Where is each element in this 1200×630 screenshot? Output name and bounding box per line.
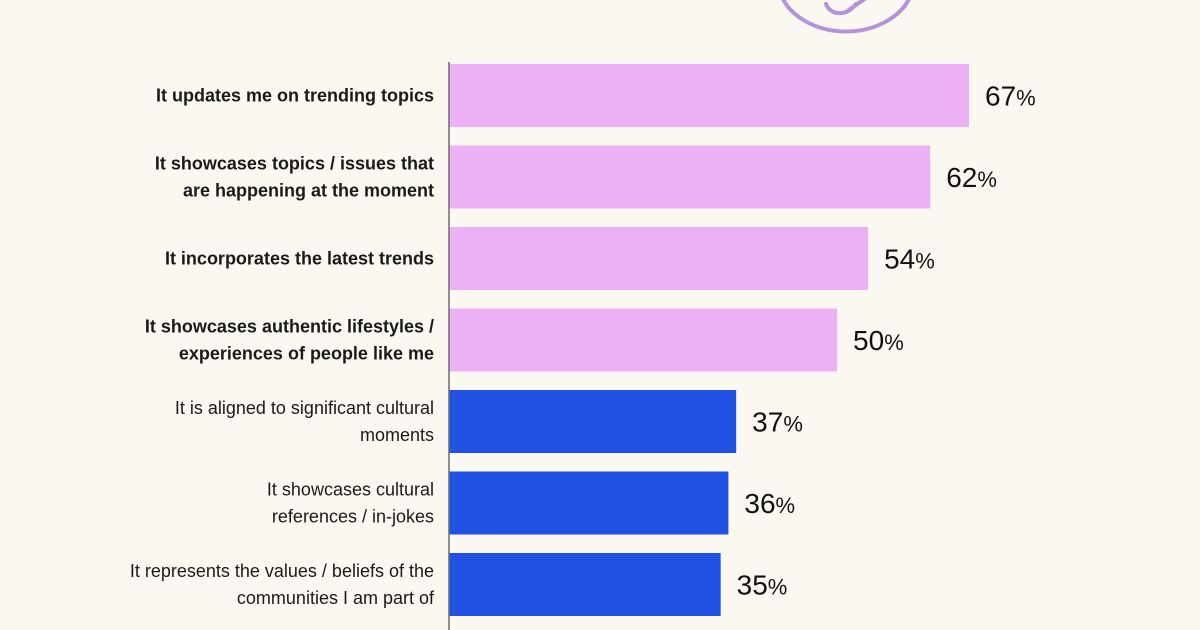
brand-logo-icon <box>781 0 911 34</box>
category-label-6: It showcases cultural references / in-jok… <box>267 480 434 527</box>
category-label-2: It showcases topics / issues that are hap… <box>155 154 434 201</box>
bar-5 <box>449 390 737 453</box>
category-label-7: It represents the values / beliefs of th… <box>130 561 435 608</box>
value-label-5: 37% <box>752 407 803 438</box>
bar-1 <box>449 64 969 127</box>
value-label-1: 67% <box>985 81 1036 112</box>
bar-3 <box>449 227 869 290</box>
bar-7 <box>449 553 721 616</box>
category-label-1: It updates me on trending topics <box>156 86 434 106</box>
value-label-6: 36% <box>744 488 795 519</box>
category-label-3: It incorporates the latest trends <box>165 249 434 269</box>
category-label-4: It showcases authentic lifestyles / exper… <box>145 317 434 364</box>
value-label-7: 35% <box>737 570 788 601</box>
value-label-2: 62% <box>946 162 997 193</box>
bar-6 <box>449 471 729 535</box>
bar-2 <box>449 145 931 209</box>
category-label-5: It is aligned to significant cultural mom… <box>175 398 434 445</box>
value-label-3: 54% <box>884 244 935 275</box>
bar-4 <box>449 308 838 372</box>
value-label-4: 50% <box>853 325 904 356</box>
